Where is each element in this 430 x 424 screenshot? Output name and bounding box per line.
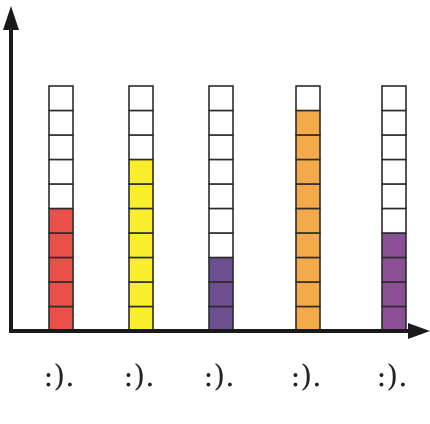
bar-3-empty-cell <box>208 158 234 185</box>
bar-2 <box>128 85 154 332</box>
bar-5-filled-cell <box>381 305 407 332</box>
bar-1-empty-cell <box>48 85 74 112</box>
bar-1-empty-cell <box>48 134 74 161</box>
bar-4-empty-cell <box>295 85 321 112</box>
category-label-5: :). <box>376 359 407 394</box>
bar-3-empty-cell <box>208 134 234 161</box>
bar-2-filled-cell <box>128 183 154 210</box>
bar-2-filled-cell <box>128 232 154 259</box>
bar-1-filled-cell <box>48 305 74 332</box>
bar-2-filled-cell <box>128 305 154 332</box>
axes-group <box>3 6 430 339</box>
bar-4-filled-cell <box>295 256 321 283</box>
bar-4-filled-cell <box>295 207 321 234</box>
bar-4-filled-cell <box>295 281 321 308</box>
bar-4-filled-cell <box>295 158 321 185</box>
bar-5-filled-cell <box>381 281 407 308</box>
bar-3-empty-cell <box>208 232 234 259</box>
bar-1-empty-cell <box>48 158 74 185</box>
bar-1-filled-cell <box>48 232 74 259</box>
bar-2-filled-cell <box>128 207 154 234</box>
bar-3-empty-cell <box>208 183 234 210</box>
category-label-2: :). <box>123 359 154 394</box>
bar-3 <box>208 85 234 332</box>
category-labels: :).:).:).:).:). <box>43 359 407 394</box>
x-axis-arrowhead <box>408 323 430 339</box>
bar-2-filled-cell <box>128 256 154 283</box>
bar-4-filled-cell <box>295 183 321 210</box>
bar-1-filled-cell <box>48 207 74 234</box>
bar-2-filled-cell <box>128 281 154 308</box>
bar-3-empty-cell <box>208 85 234 112</box>
bar-5-filled-cell <box>381 256 407 283</box>
y-axis-arrowhead <box>3 6 19 30</box>
bar-5-empty-cell <box>381 183 407 210</box>
bar-1-filled-cell <box>48 256 74 283</box>
bar-3-filled-cell <box>208 305 234 332</box>
bar-1 <box>48 85 74 332</box>
bar-4-filled-cell <box>295 305 321 332</box>
bar-1-empty-cell <box>48 183 74 210</box>
bar-4-filled-cell <box>295 232 321 259</box>
category-label-3: :). <box>203 359 234 394</box>
bar-1-empty-cell <box>48 109 74 136</box>
bar-4-filled-cell <box>295 134 321 161</box>
bar-5-empty-cell <box>381 85 407 112</box>
bar-2-empty-cell <box>128 134 154 161</box>
bar-2-empty-cell <box>128 109 154 136</box>
bar-3-empty-cell <box>208 109 234 136</box>
bar-4 <box>295 85 321 332</box>
bar-5-empty-cell <box>381 158 407 185</box>
bar-2-filled-cell <box>128 158 154 185</box>
bar-5-empty-cell <box>381 207 407 234</box>
bar-3-empty-cell <box>208 207 234 234</box>
category-label-4: :). <box>290 359 321 394</box>
bar-5-empty-cell <box>381 134 407 161</box>
bar-1-filled-cell <box>48 281 74 308</box>
bar-5-empty-cell <box>381 109 407 136</box>
bar-2-empty-cell <box>128 85 154 112</box>
bar-5-filled-cell <box>381 232 407 259</box>
bar-4-filled-cell <box>295 109 321 136</box>
bar-3-filled-cell <box>208 256 234 283</box>
bar-5 <box>381 85 407 332</box>
bar-3-filled-cell <box>208 281 234 308</box>
bars-group <box>48 85 407 332</box>
category-label-1: :). <box>43 359 74 394</box>
